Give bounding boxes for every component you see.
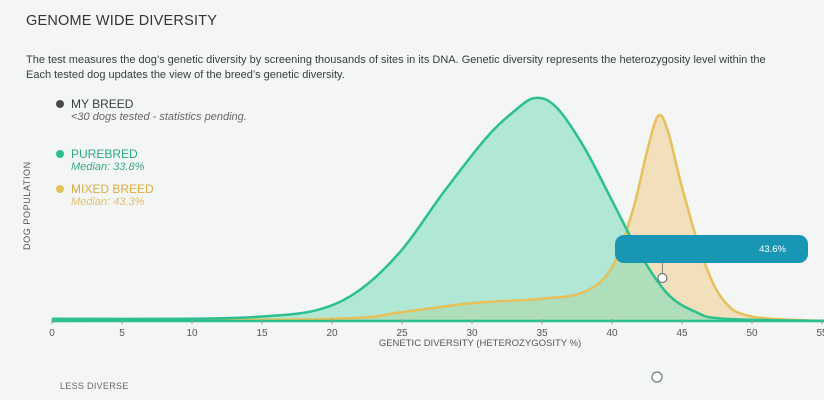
legend-my-breed: MY BREED <30 dogs tested - statistics pe… — [56, 97, 247, 123]
purebred-line — [51, 96, 823, 323]
section-description: The test measures the dog’s genetic dive… — [26, 53, 824, 83]
my-breed-dot — [56, 100, 64, 108]
description-line-1: The test measures the dog’s genetic dive… — [26, 54, 766, 66]
value-tooltip: 43.6% — [615, 235, 808, 263]
tooltip-value: 43.6% — [759, 243, 786, 255]
my-breed-note: <30 dogs tested - statistics pending. — [71, 111, 247, 123]
x-tick-label-10: 10 — [186, 328, 198, 339]
x-tick-label-15: 15 — [256, 328, 268, 339]
diversity-scale-marker[interactable] — [651, 371, 663, 383]
purebred-area — [52, 97, 822, 321]
marker-point[interactable] — [657, 272, 668, 284]
my-breed-label: MY BREED — [71, 97, 134, 111]
purebred-median: Median: 33.8% — [71, 161, 145, 173]
mixed-breed-dot — [56, 185, 64, 193]
legend-mixed-breed: MIXED BREED Median: 43.3% — [56, 182, 154, 208]
purebred-dot — [56, 150, 64, 158]
mixed-breed-label: MIXED BREED — [71, 182, 154, 196]
x-tick-label-45: 45 — [676, 328, 688, 339]
x-tick-label-30: 30 — [466, 328, 478, 339]
mixed-breed-median: Median: 43.3% — [71, 196, 145, 208]
y-axis-label: DOG POPULATION — [22, 161, 32, 250]
x-tick-label-50: 50 — [746, 328, 758, 339]
description-line-2: Each tested dog updates the view of the … — [26, 69, 345, 81]
less-diverse-label: LESS DIVERSE — [60, 381, 129, 391]
x-tick-label-25: 25 — [396, 328, 408, 339]
x-tick-label-20: 20 — [326, 328, 338, 339]
x-tick-label-40: 40 — [606, 328, 618, 339]
x-tick-label-0: 0 — [49, 328, 55, 339]
x-tick-label-5: 5 — [119, 328, 125, 339]
x-tick-label-35: 35 — [536, 328, 548, 339]
purebred-label: PUREBRED — [71, 147, 138, 161]
legend-purebred: PUREBRED Median: 33.8% — [56, 147, 144, 173]
mixed-breed-line — [51, 113, 823, 323]
x-tick-label-55: 55 — [816, 328, 824, 339]
section-title: GENOME WIDE DIVERSITY — [26, 13, 218, 29]
x-axis-label: GENETIC DIVERSITY (HETEROZYGOSITY %) — [379, 338, 581, 349]
